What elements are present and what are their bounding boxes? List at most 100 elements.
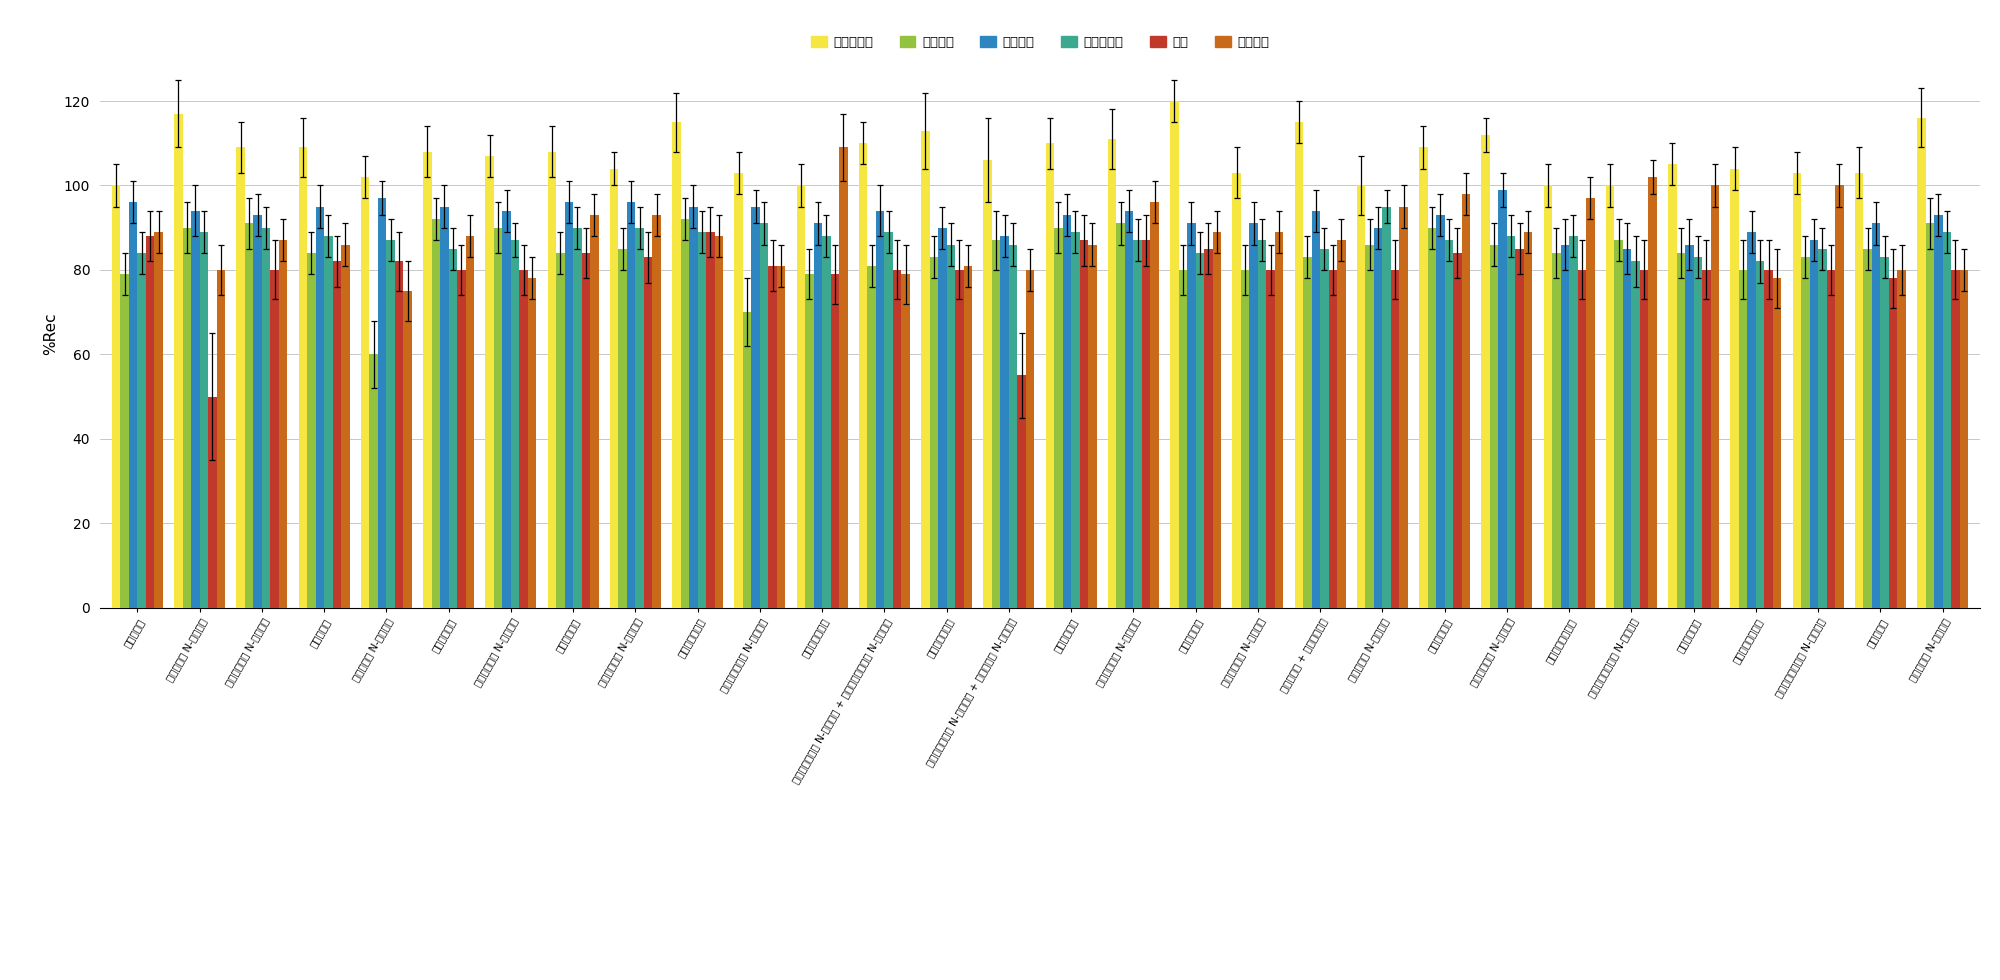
- Bar: [1356, 185, 1366, 608]
- Bar: [298, 147, 308, 608]
- Bar: [1836, 185, 1844, 608]
- Bar: [1498, 190, 1506, 608]
- Bar: [582, 253, 590, 608]
- Bar: [884, 232, 892, 608]
- Bar: [360, 177, 370, 608]
- Bar: [262, 227, 270, 608]
- Bar: [1018, 375, 1026, 608]
- Bar: [768, 266, 776, 608]
- Bar: [636, 227, 644, 608]
- Bar: [1134, 240, 1142, 608]
- Bar: [1524, 232, 1532, 608]
- Bar: [1854, 172, 1864, 608]
- Bar: [1232, 172, 1240, 608]
- Bar: [270, 270, 278, 608]
- Bar: [1482, 135, 1490, 608]
- Bar: [146, 236, 154, 608]
- Bar: [1304, 257, 1312, 608]
- Bar: [174, 114, 182, 608]
- Bar: [814, 223, 822, 608]
- Bar: [1516, 249, 1524, 608]
- Bar: [1578, 270, 1586, 608]
- Bar: [1008, 245, 1018, 608]
- Bar: [1000, 236, 1008, 608]
- Bar: [1026, 270, 1034, 608]
- Bar: [1046, 143, 1054, 608]
- Bar: [138, 253, 146, 608]
- Bar: [776, 266, 786, 608]
- Bar: [1490, 245, 1498, 608]
- Bar: [458, 270, 466, 608]
- Bar: [486, 156, 494, 608]
- Bar: [1196, 253, 1204, 608]
- Bar: [1428, 227, 1436, 608]
- Bar: [1686, 245, 1694, 608]
- Bar: [440, 207, 448, 608]
- Bar: [1818, 249, 1826, 608]
- Bar: [244, 223, 254, 608]
- Bar: [192, 211, 200, 608]
- Bar: [1614, 240, 1622, 608]
- Bar: [1124, 211, 1134, 608]
- Bar: [868, 266, 876, 608]
- Bar: [830, 274, 840, 608]
- Bar: [502, 211, 510, 608]
- Bar: [1552, 253, 1560, 608]
- Bar: [1934, 215, 1942, 608]
- Bar: [1382, 207, 1390, 608]
- Bar: [510, 240, 520, 608]
- Bar: [1436, 215, 1444, 608]
- Bar: [1544, 185, 1552, 608]
- Bar: [742, 312, 752, 608]
- Bar: [760, 223, 768, 608]
- Bar: [520, 270, 528, 608]
- Bar: [1462, 194, 1470, 608]
- Bar: [644, 257, 652, 608]
- Bar: [494, 227, 502, 608]
- Bar: [1570, 236, 1578, 608]
- Bar: [1366, 245, 1374, 608]
- Bar: [1150, 202, 1158, 608]
- Bar: [378, 198, 386, 608]
- Bar: [1258, 240, 1266, 608]
- Bar: [1898, 270, 1906, 608]
- Bar: [424, 152, 432, 608]
- Bar: [930, 257, 938, 608]
- Bar: [1764, 270, 1772, 608]
- Bar: [1390, 270, 1400, 608]
- Bar: [1772, 278, 1782, 608]
- Bar: [1710, 185, 1720, 608]
- Bar: [714, 236, 724, 608]
- Bar: [254, 215, 262, 608]
- Bar: [1328, 270, 1338, 608]
- Y-axis label: %Rec: %Rec: [44, 312, 58, 355]
- Bar: [840, 147, 848, 608]
- Bar: [1212, 232, 1222, 608]
- Bar: [1312, 211, 1320, 608]
- Bar: [1240, 270, 1250, 608]
- Bar: [1054, 227, 1062, 608]
- Bar: [564, 202, 574, 608]
- Bar: [1108, 139, 1116, 608]
- Bar: [946, 245, 956, 608]
- Bar: [1250, 223, 1258, 608]
- Bar: [902, 274, 910, 608]
- Bar: [1632, 262, 1640, 608]
- Bar: [680, 220, 690, 608]
- Bar: [394, 262, 404, 608]
- Bar: [984, 160, 992, 608]
- Bar: [182, 227, 192, 608]
- Bar: [370, 355, 378, 608]
- Bar: [610, 169, 618, 608]
- Bar: [698, 232, 706, 608]
- Bar: [556, 253, 564, 608]
- Bar: [1864, 249, 1872, 608]
- Bar: [208, 397, 216, 608]
- Bar: [1792, 172, 1802, 608]
- Bar: [128, 202, 138, 608]
- Bar: [112, 185, 120, 608]
- Bar: [922, 130, 930, 608]
- Bar: [1926, 223, 1934, 608]
- Bar: [216, 270, 226, 608]
- Bar: [574, 227, 582, 608]
